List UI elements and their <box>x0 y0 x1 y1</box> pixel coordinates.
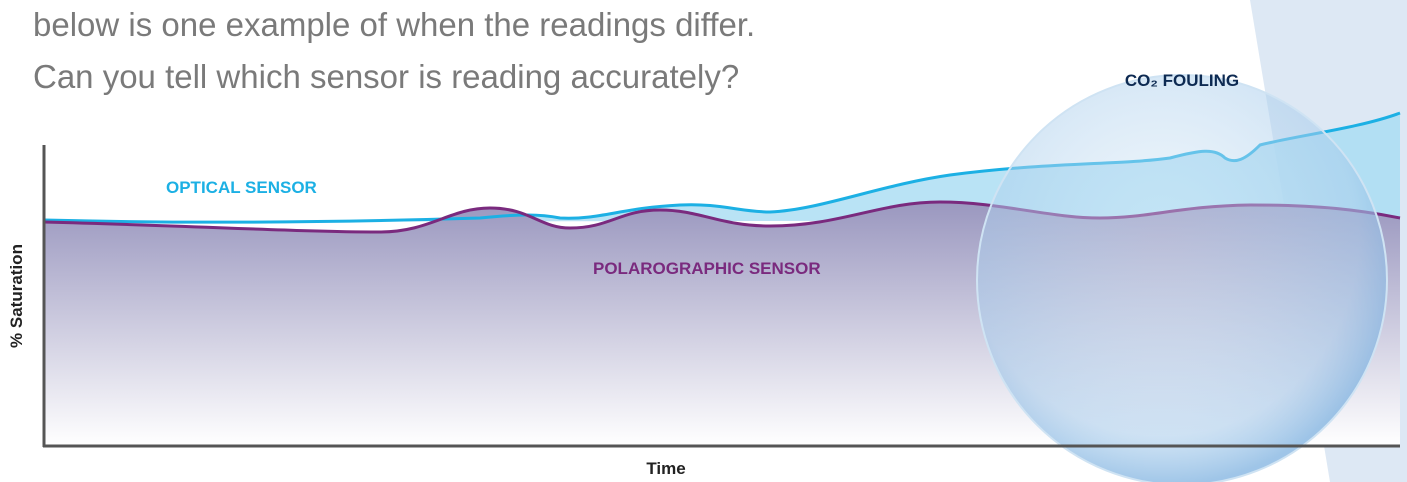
series-label: OPTICAL SENSOR <box>166 178 317 197</box>
fouling-bubble <box>977 75 1387 482</box>
y-axis-label: % Saturation <box>7 244 26 348</box>
bubble-label: CO₂ FOULING <box>1125 71 1239 90</box>
page: below is one example of when the reading… <box>0 0 1407 482</box>
intro-line: Can you tell which sensor is reading acc… <box>33 58 739 95</box>
x-axis-label: Time <box>646 459 685 478</box>
intro-line: below is one example of when the reading… <box>33 6 755 43</box>
series-label: POLAROGRAPHIC SENSOR <box>593 259 821 278</box>
infographic: below is one example of when the reading… <box>0 0 1407 482</box>
